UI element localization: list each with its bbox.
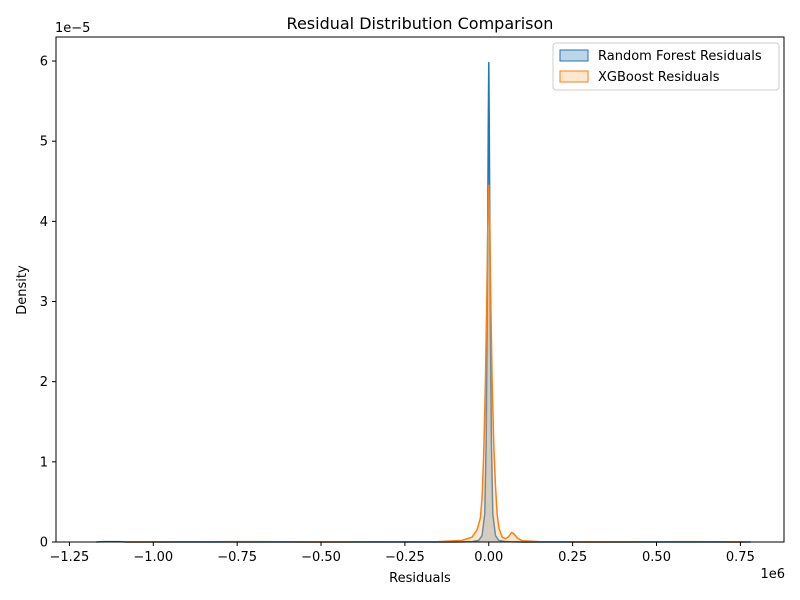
series-line-2 [126, 184, 744, 543]
legend-box [552, 42, 780, 91]
y-tick-label: 4 [40, 215, 48, 230]
x-axis-label: Residuals [389, 571, 451, 586]
chart-title: Residual Distribution Comparison [287, 14, 554, 33]
x-tick-label: 0.50 [642, 550, 671, 565]
y-axis-offset-label: 1e−5 [55, 21, 90, 36]
x-tick-label: −0.50 [301, 550, 341, 565]
axes-frame [55, 36, 785, 543]
x-tick-label: 0.00 [474, 550, 503, 565]
y-axis-ticks: 0 1 2 3 4 5 6 [40, 55, 56, 551]
x-tick-label: −0.75 [217, 550, 257, 565]
x-tick-label: −1.00 [133, 550, 173, 565]
legend-swatch-1 [559, 49, 589, 62]
legend-label-2: XGBoost Residuals [598, 70, 720, 85]
x-tick-label: 0.25 [558, 550, 587, 565]
y-tick-label: 6 [40, 55, 48, 70]
legend-label-1: Random Forest Residuals [598, 49, 762, 64]
y-tick-label: 3 [40, 295, 48, 310]
legend-swatch-2 [559, 70, 589, 83]
x-axis-offset-label: 1e6 [760, 567, 785, 582]
x-tick-label: 0.75 [726, 550, 755, 565]
x-tick-label: −1.25 [49, 550, 89, 565]
y-tick-label: 2 [40, 375, 48, 390]
y-tick-label: 1 [40, 455, 48, 470]
plot-area [55, 36, 785, 543]
y-tick-label: 0 [40, 536, 48, 551]
x-axis-ticks: −1.25 −1.00 −0.75 −0.50 −0.25 0.00 0.25 0.50 0.7… [49, 542, 755, 565]
x-tick-label: −0.25 [385, 550, 425, 565]
y-axis-label: Density [15, 265, 30, 315]
legend: Random Forest Residuals XGBoost Residuals [552, 42, 780, 91]
y-tick-label: 5 [40, 135, 48, 150]
